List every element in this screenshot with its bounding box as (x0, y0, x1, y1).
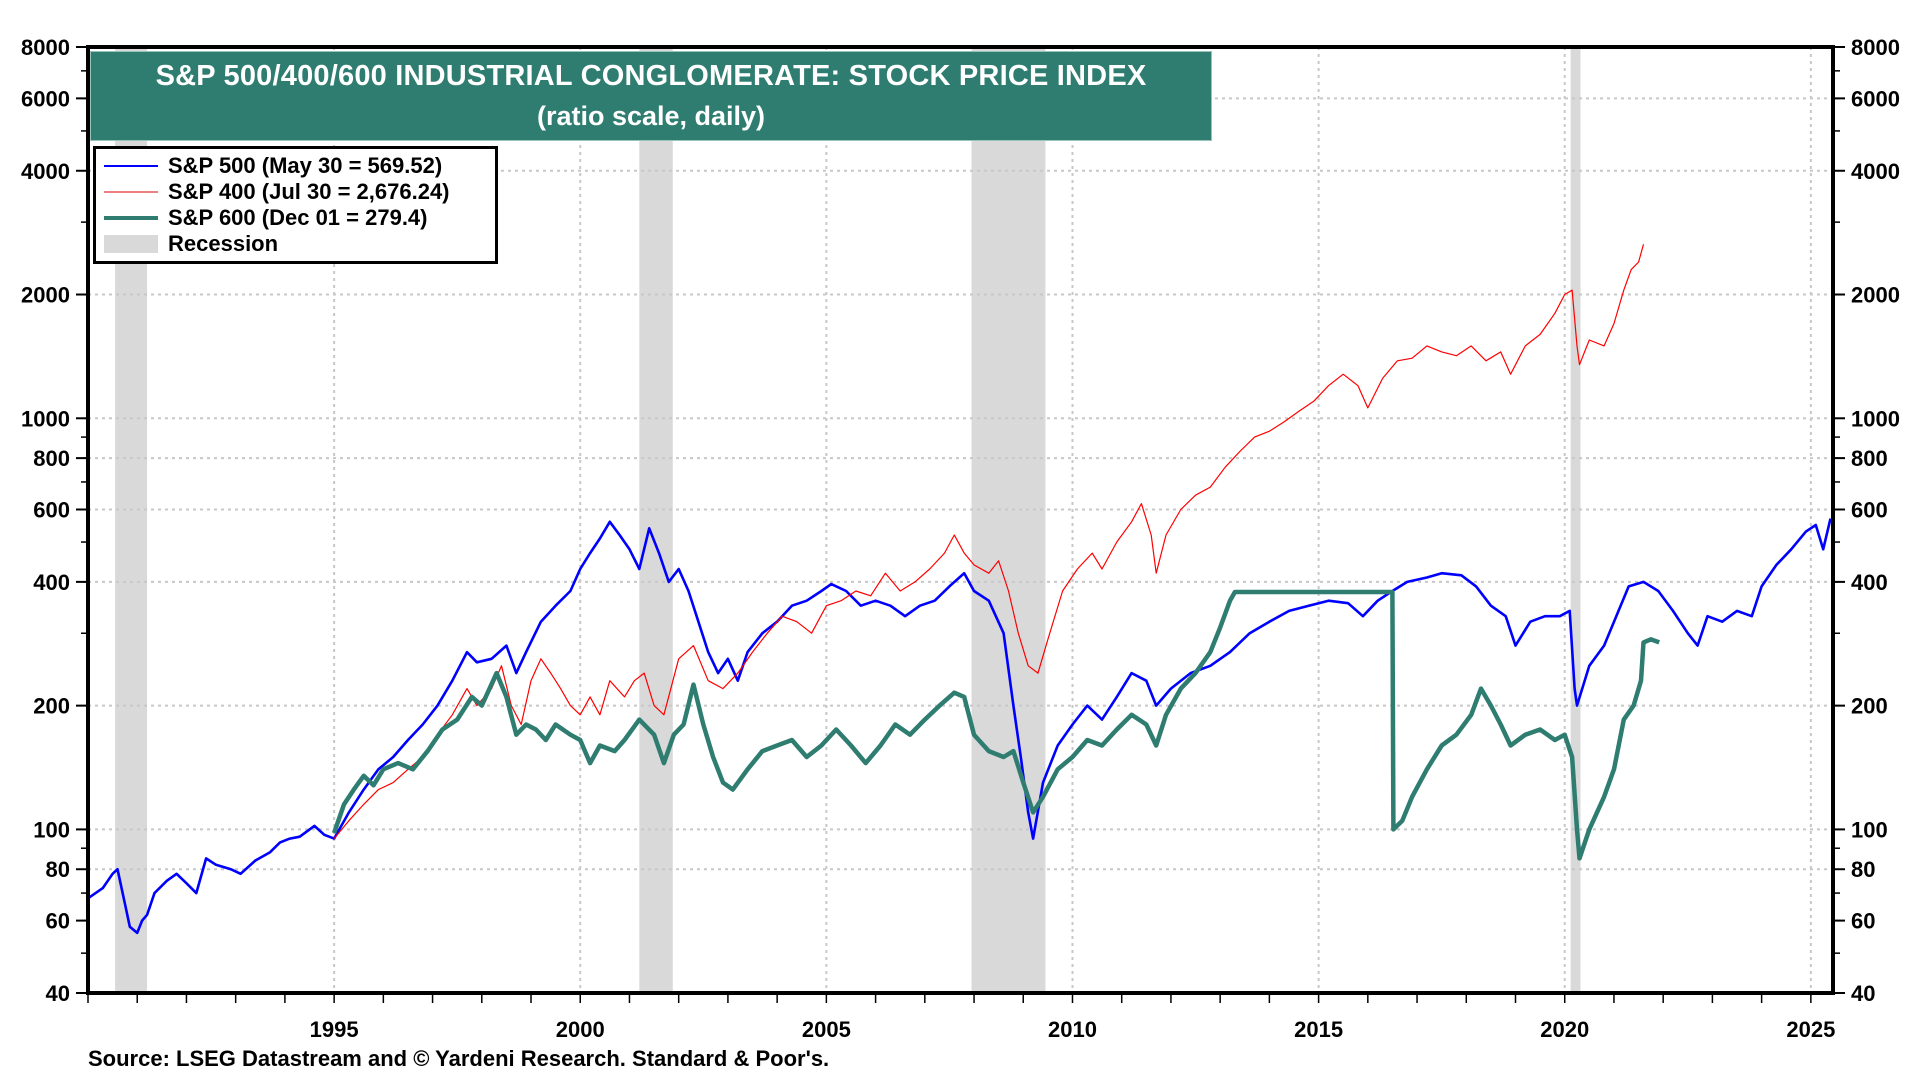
legend-label-recession: Recession (168, 231, 279, 256)
legend-item-recession: Recession (104, 231, 278, 257)
y-tick-label-left: 600 (33, 497, 70, 522)
y-tick-label-left: 4000 (21, 159, 70, 184)
legend-swatch-sp400 (104, 191, 158, 193)
legend-swatch-sp600 (104, 216, 158, 220)
series-line-sp400 (333, 244, 1645, 839)
legend-swatch-recession (104, 235, 158, 253)
x-tick-label: 2000 (556, 1017, 605, 1042)
y-tick-label-left: 1000 (21, 406, 70, 431)
y-tick-label-right: 200 (1851, 694, 1888, 719)
recession-band (1570, 47, 1581, 993)
y-tick-label-right: 4000 (1851, 159, 1900, 184)
y-tick-label-left: 200 (33, 694, 70, 719)
series-line-sp500 (87, 518, 1832, 935)
legend-item-sp500: S&P 500 (May 30 = 569.52) (104, 153, 442, 179)
y-tick-label-left: 60 (46, 909, 70, 934)
y-tick-label-right: 1000 (1851, 406, 1900, 431)
series-lines (87, 244, 1832, 935)
recession-band (639, 47, 673, 993)
y-tick-label-right: 6000 (1851, 86, 1900, 111)
y-tick-label-right: 8000 (1851, 35, 1900, 60)
y-tick-label-right: 100 (1851, 817, 1888, 842)
legend-item-sp400: S&P 400 (Jul 30 = 2,676.24) (104, 179, 450, 205)
y-tick-label-left: 40 (46, 981, 70, 1006)
recession-band (971, 47, 1046, 993)
x-tick-label: 2025 (1786, 1017, 1835, 1042)
y-tick-label-left: 2000 (21, 283, 70, 308)
y-tick-label-left: 8000 (21, 35, 70, 60)
x-tick-label: 1995 (310, 1017, 359, 1042)
y-tick-label-left: 6000 (21, 86, 70, 111)
source-note: Source: LSEG Datastream and © Yardeni Re… (88, 1046, 830, 1071)
axes: 40 40 60 60 80 80 100 100 200 200 400 400 600 600 800 8… (21, 35, 1900, 1042)
y-tick-label-right: 80 (1851, 857, 1875, 882)
y-tick-label-right: 40 (1851, 981, 1875, 1006)
legend-label-sp500: S&P 500 (May 30 = 569.52) (168, 153, 443, 178)
y-tick-label-left: 400 (33, 570, 70, 595)
legend-label-sp400: S&P 400 (Jul 30 = 2,676.24) (168, 179, 450, 204)
chart-title-box: S&P 500/400/600 INDUSTRIAL CONGLOMERATE:… (90, 51, 1212, 141)
y-tick-label-right: 600 (1851, 497, 1888, 522)
y-tick-label-right: 60 (1851, 909, 1875, 934)
plot-frame (86, 45, 1835, 995)
y-tick-label-right: 800 (1851, 446, 1888, 471)
y-tick-label-right: 2000 (1851, 283, 1900, 308)
legend-item-sp600: S&P 600 (Dec 01 = 279.4) (104, 205, 428, 231)
series-line-sp600 (331, 589, 1660, 861)
legend-label-sp600: S&P 600 (Dec 01 = 279.4) (168, 205, 428, 230)
legend-swatch-sp500 (104, 165, 158, 167)
x-tick-label: 2020 (1540, 1017, 1589, 1042)
chart-subtitle: (ratio scale, daily) (536, 101, 766, 131)
y-tick-label-right: 400 (1851, 570, 1888, 595)
legend: S&P 500 (May 30 = 569.52) S&P 400 (Jul 3… (93, 146, 498, 264)
y-tick-label-left: 800 (33, 446, 70, 471)
x-tick-label: 2005 (802, 1017, 851, 1042)
chart-title: S&P 500/400/600 INDUSTRIAL CONGLOMERATE:… (155, 60, 1147, 92)
x-tick-label: 2010 (1048, 1017, 1097, 1042)
y-tick-label-left: 80 (46, 857, 70, 882)
y-tick-label-left: 100 (33, 817, 70, 842)
x-tick-label: 2015 (1294, 1017, 1343, 1042)
